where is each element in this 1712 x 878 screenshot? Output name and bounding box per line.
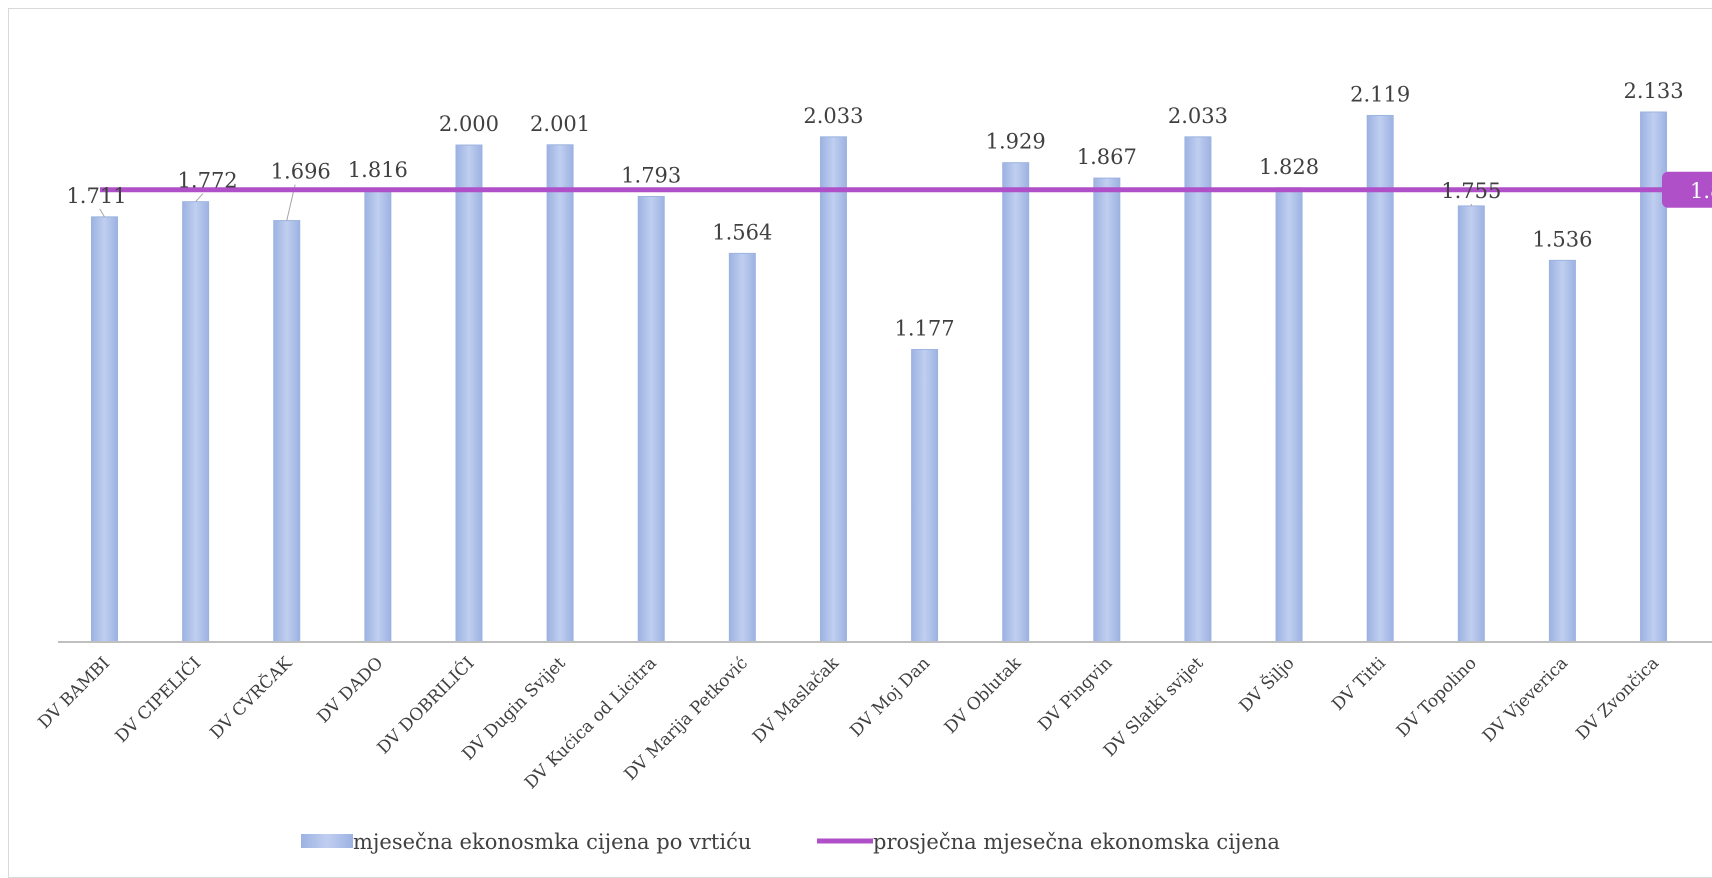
legend-line-label: prosječna mjesečna ekonomska cijena — [873, 830, 1280, 854]
bar — [637, 195, 665, 643]
bar — [728, 252, 756, 643]
bar — [364, 190, 392, 643]
value-label: 1.696 — [271, 160, 331, 184]
value-label: 2.133 — [1623, 79, 1683, 103]
value-label: 2.000 — [439, 112, 499, 136]
bar — [182, 201, 210, 643]
category-label: DV Titti — [1328, 653, 1390, 715]
value-label: 2.033 — [803, 104, 863, 128]
leader-line — [195, 193, 204, 203]
value-label: 1.816 — [348, 158, 408, 182]
category-label: DV Maslačak — [749, 653, 843, 747]
value-label: 1.755 — [1441, 179, 1501, 203]
category-label: DV DOBRILIĆI — [373, 653, 479, 759]
average-callout — [1662, 171, 1712, 208]
bar — [1184, 136, 1212, 643]
category-label: DV Zvončica — [1572, 653, 1663, 744]
legend: mjesečna ekonosmka cijena po vrtiću pros… — [301, 830, 1280, 854]
category-label: DV Vjeverica — [1479, 653, 1572, 746]
bar — [455, 144, 483, 643]
bar — [91, 216, 118, 643]
value-label: 1.177 — [895, 317, 955, 341]
bars-layer — [91, 111, 1668, 643]
bar — [1275, 187, 1303, 643]
value-labels: 1.711 1.772 1.696 1.816 2.000 2.001 1.793 1.564… — [66, 79, 1683, 341]
value-label: 1.711 — [66, 184, 126, 208]
bar — [819, 136, 847, 643]
bar — [1548, 259, 1576, 643]
category-label: DV Slatki svijet — [1100, 653, 1208, 761]
bar — [911, 349, 939, 643]
category-label: DV CIPELIĆI — [111, 653, 205, 747]
value-label: 2.033 — [1168, 104, 1228, 128]
value-label: 2.119 — [1350, 82, 1410, 106]
value-label: 2.001 — [530, 112, 590, 136]
bar — [1093, 177, 1121, 643]
value-label: 1.564 — [712, 220, 772, 244]
legend-bar-label: mjesečna ekonosmka cijena po vrtiću — [353, 830, 751, 854]
leader-line — [99, 208, 105, 218]
value-label: 1.828 — [1259, 155, 1319, 179]
category-label: DV CVRČAK — [206, 652, 297, 743]
category-label: DV Pingvin — [1035, 653, 1117, 735]
category-label: DV BAMBI — [35, 653, 114, 732]
category-label: DV Moj Dan — [846, 653, 934, 741]
average-callout-label: 1.8 — [1690, 179, 1712, 203]
bar — [273, 220, 301, 643]
category-label: DV Šiljo — [1235, 653, 1299, 717]
value-label: 1.536 — [1532, 227, 1592, 251]
bar — [1457, 205, 1485, 643]
value-label: 1.867 — [1077, 145, 1137, 169]
bar — [1366, 114, 1394, 643]
category-label: DV Oblutak — [941, 653, 1026, 738]
bar — [1002, 162, 1030, 643]
bar — [546, 144, 574, 643]
legend-bar-swatch — [301, 834, 353, 848]
value-label: 1.929 — [986, 130, 1046, 154]
value-label: 1.772 — [178, 169, 238, 193]
category-label: DV DADO — [314, 653, 388, 727]
category-label: DV Topolino — [1393, 653, 1481, 741]
value-label: 1.793 — [621, 163, 681, 187]
